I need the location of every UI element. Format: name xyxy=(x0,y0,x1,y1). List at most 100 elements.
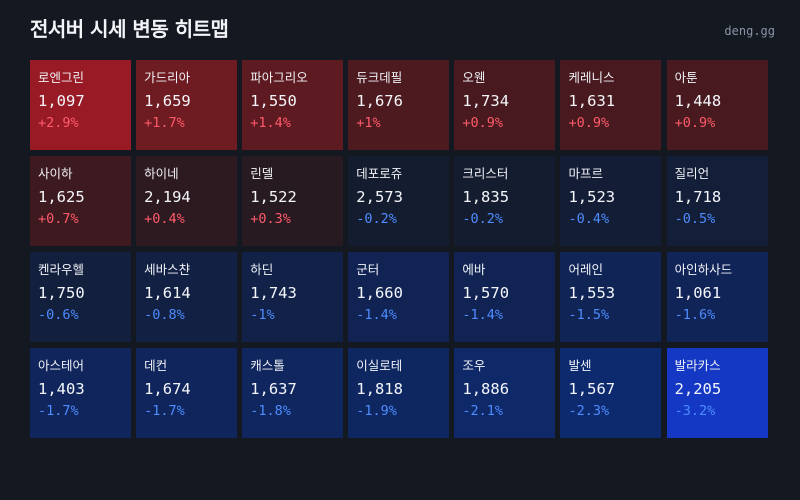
server-name: 하딘 xyxy=(250,262,274,277)
server-tile[interactable]: 사이하 1,625 +0.7% xyxy=(30,156,131,246)
server-name: 린델 xyxy=(250,166,274,181)
server-price: 1,676 xyxy=(356,92,403,110)
server-price: 1,659 xyxy=(144,92,191,110)
server-name: 데포로쥬 xyxy=(356,166,403,181)
brand-label: deng.gg xyxy=(724,24,775,38)
price-change: -2.3% xyxy=(568,403,610,419)
server-price: 1,734 xyxy=(462,92,510,110)
price-change: -1.5% xyxy=(568,307,610,323)
server-name: 아툰 xyxy=(674,70,698,85)
server-name: 에바 xyxy=(462,262,486,277)
server-tile[interactable]: 케레니스 1,631 +0.9% xyxy=(560,60,662,150)
price-change: +0.7% xyxy=(38,211,79,227)
price-change: +0.9% xyxy=(674,115,716,131)
price-change: -1.4% xyxy=(462,307,504,323)
server-price: 1,448 xyxy=(674,92,722,110)
server-tile[interactable]: 조우 1,886 -2.1% xyxy=(454,348,556,438)
server-name: 발라카스 xyxy=(674,358,721,373)
server-name: 세바스챤 xyxy=(144,262,191,277)
price-change: +1% xyxy=(356,115,381,131)
page-title: 전서버 시세 변동 히트맵 xyxy=(30,17,229,41)
server-price: 2,194 xyxy=(144,188,191,206)
server-name: 마프르 xyxy=(568,166,603,181)
server-price: 1,570 xyxy=(462,284,510,302)
price-change: +0.9% xyxy=(568,115,610,131)
server-name: 오웬 xyxy=(462,70,486,85)
server-name: 군터 xyxy=(356,262,380,277)
server-price: 1,818 xyxy=(356,380,403,398)
server-tile[interactable]: 크리스터 1,835 -0.2% xyxy=(454,156,556,246)
server-tile[interactable]: 군터 1,660 -1.4% xyxy=(348,252,450,342)
server-price: 1,550 xyxy=(250,92,297,110)
price-change: -0.5% xyxy=(674,211,716,227)
price-change: -0.6% xyxy=(38,307,79,323)
price-change: -1.4% xyxy=(356,307,397,323)
server-price: 1,886 xyxy=(462,380,510,398)
server-price: 1,097 xyxy=(38,92,85,110)
server-tile[interactable]: 아스테어 1,403 -1.7% xyxy=(30,348,131,438)
price-change: -1.8% xyxy=(250,403,291,419)
server-name: 파아그리오 xyxy=(250,70,308,85)
price-change: -1.9% xyxy=(356,403,397,419)
server-price: 1,567 xyxy=(568,380,616,398)
server-price: 2,205 xyxy=(674,380,722,398)
server-price: 1,614 xyxy=(144,284,191,302)
server-price: 1,403 xyxy=(38,380,85,398)
server-name: 크리스터 xyxy=(462,166,509,181)
server-price: 1,660 xyxy=(356,284,403,302)
server-tile[interactable]: 발라카스 2,205 -3.2% xyxy=(666,348,768,438)
server-name: 어레인 xyxy=(568,262,603,277)
price-change: +0.9% xyxy=(462,115,504,131)
server-tile[interactable]: 에바 1,570 -1.4% xyxy=(454,252,556,342)
server-tile[interactable]: 세바스챤 1,614 -0.8% xyxy=(136,252,238,342)
server-price: 2,573 xyxy=(356,188,403,206)
server-name: 데컨 xyxy=(144,358,168,373)
server-tile[interactable]: 오웬 1,734 +0.9% xyxy=(454,60,556,150)
price-change: -3.2% xyxy=(674,403,716,419)
server-tile[interactable]: 어레인 1,553 -1.5% xyxy=(560,252,662,342)
server-tile[interactable]: 듀크데필 1,676 +1% xyxy=(348,60,450,150)
server-name: 로엔그린 xyxy=(38,70,85,85)
server-name: 아인하사드 xyxy=(674,262,733,277)
server-name: 듀크데필 xyxy=(356,70,403,85)
server-name: 켄라우헬 xyxy=(38,262,85,277)
price-change: +2.9% xyxy=(38,115,79,131)
server-name: 아스테어 xyxy=(38,358,85,373)
server-name: 하이네 xyxy=(144,166,179,181)
price-change: -2.1% xyxy=(462,403,504,419)
server-tile[interactable]: 켄라우헬 1,750 -0.6% xyxy=(30,252,131,342)
server-price: 1,835 xyxy=(462,188,510,206)
price-change: +0.3% xyxy=(250,211,291,227)
server-tile[interactable]: 하딘 1,743 -1% xyxy=(242,252,344,342)
price-change: +1.7% xyxy=(144,115,185,131)
server-tile[interactable]: 아툰 1,448 +0.9% xyxy=(666,60,768,150)
price-change: -1.7% xyxy=(144,403,185,419)
price-change: -0.2% xyxy=(356,211,397,227)
server-tile[interactable]: 마프르 1,523 -0.4% xyxy=(560,156,662,246)
server-name: 발센 xyxy=(568,358,592,373)
server-price: 1,674 xyxy=(144,380,191,398)
price-change: -1.6% xyxy=(674,307,716,323)
server-tile[interactable]: 이실로테 1,818 -1.9% xyxy=(348,348,450,438)
server-tile[interactable]: 발센 1,567 -2.3% xyxy=(560,348,662,438)
server-price: 1,625 xyxy=(38,188,85,206)
server-tile[interactable]: 데포로쥬 2,573 -0.2% xyxy=(348,156,450,246)
price-change: +1.4% xyxy=(250,115,291,131)
server-tile[interactable]: 파아그리오 1,550 +1.4% xyxy=(242,60,344,150)
server-tile[interactable]: 가드리아 1,659 +1.7% xyxy=(136,60,238,150)
server-tile[interactable]: 질리언 1,718 -0.5% xyxy=(666,156,768,246)
server-tile[interactable]: 하이네 2,194 +0.4% xyxy=(136,156,238,246)
server-price: 1,061 xyxy=(674,284,722,302)
server-price: 1,631 xyxy=(568,92,616,110)
server-tile[interactable]: 데컨 1,674 -1.7% xyxy=(136,348,238,438)
server-price: 1,553 xyxy=(568,284,616,302)
price-change: -1% xyxy=(250,307,275,323)
server-name: 가드리아 xyxy=(144,70,191,85)
server-tile[interactable]: 아인하사드 1,061 -1.6% xyxy=(666,252,768,342)
server-tile[interactable]: 로엔그린 1,097 +2.9% xyxy=(30,60,131,150)
server-tile[interactable]: 캐스톨 1,637 -1.8% xyxy=(242,348,344,438)
server-price: 1,743 xyxy=(250,284,297,302)
server-name: 캐스톨 xyxy=(250,358,285,373)
price-change: -0.4% xyxy=(568,211,610,227)
server-tile[interactable]: 린델 1,522 +0.3% xyxy=(242,156,344,246)
